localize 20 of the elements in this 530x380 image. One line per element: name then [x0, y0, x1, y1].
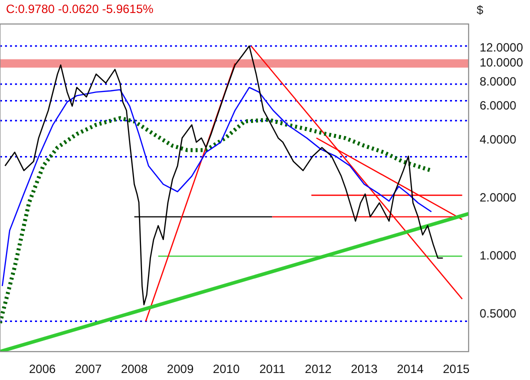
y-tick-label: 6.0000 — [480, 98, 517, 112]
x-tick-label: 2014 — [396, 362, 424, 376]
y-tick-label: 10.0000 — [480, 56, 524, 70]
x-tick-label: 2012 — [304, 362, 332, 376]
x-tick-label: 2008 — [120, 362, 148, 376]
x-tick-label: 2013 — [350, 362, 378, 376]
y-tick-label: 12.0000 — [480, 40, 524, 54]
y-tick-label: 0.5000 — [480, 306, 517, 321]
x-tick-label: 2011 — [259, 362, 286, 376]
x-tick-label: 2009 — [166, 362, 194, 376]
x-tick-label: 2006 — [28, 362, 56, 376]
y-axis-title: $ — [476, 3, 484, 17]
y-tick-label: 4.0000 — [480, 132, 517, 146]
y-tick-label: 2.0000 — [480, 190, 517, 204]
x-tick-label: 2010 — [212, 362, 240, 376]
chart-title: C:0.9780 -0.0620 -5.9615% — [6, 2, 154, 16]
x-tick-label: 2007 — [74, 362, 102, 376]
x-tick-label: 2015 — [442, 362, 470, 376]
y-tick-label: 1.0000 — [480, 248, 517, 262]
y-tick-label: 8.0000 — [480, 74, 517, 88]
